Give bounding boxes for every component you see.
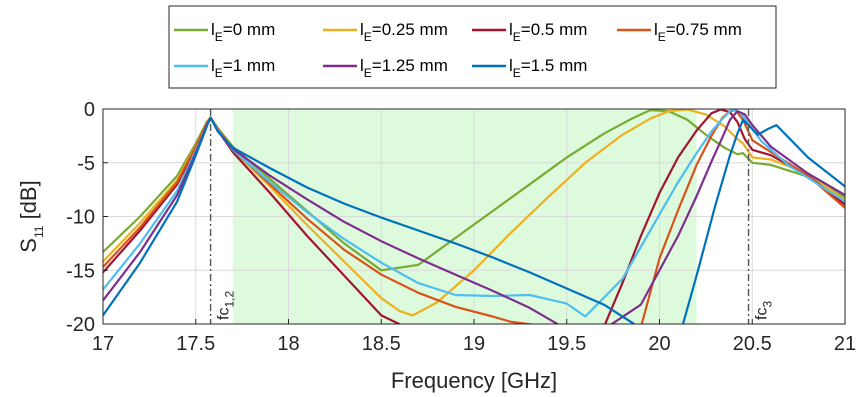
x-tick-label: 19 <box>463 333 485 355</box>
y-axis-label-sub: 11 <box>32 225 46 238</box>
y-tick-label: -5 <box>77 153 95 175</box>
fc-marker-label-main: fc <box>754 308 771 320</box>
legend-label-rest: =0.25 mm <box>372 20 448 39</box>
legend-box <box>168 5 777 89</box>
legend-label-rest: =1.5 mm <box>521 56 588 75</box>
legend-label-main: l <box>509 20 513 39</box>
y-tick-label: -15 <box>66 260 95 282</box>
legend-label-rest: =0.5 mm <box>521 20 588 39</box>
legend: lE=0 mm lE=0.25 mm lE=0.5 mm lE=0.75 mmlE=1… <box>168 5 777 89</box>
y-tick-label: -10 <box>66 207 95 229</box>
y-tick-label: -20 <box>66 314 95 336</box>
fc-marker-label-main: fc <box>216 308 233 320</box>
legend-label-main: l <box>654 20 658 39</box>
legend-label-rest: =0.75 mm <box>666 20 742 39</box>
y-axis-label-unit: [dB] <box>16 180 41 225</box>
x-axis-label: Frequency [GHz] <box>391 368 557 393</box>
x-tick-label: 17 <box>92 333 114 355</box>
series-line-6 <box>103 116 845 324</box>
legend-label: lE=0 mm <box>211 20 275 44</box>
y-axis-label-group: S11 [dB] <box>16 180 46 252</box>
legend-label-main: l <box>211 20 215 39</box>
legend-label-sub: E <box>215 30 223 44</box>
series-lines <box>103 109 845 324</box>
y-axis-label-main: S <box>16 238 41 253</box>
x-tick-label: 20 <box>648 333 670 355</box>
x-tick-label: 21 <box>834 333 856 355</box>
legend-label: lE=1 mm <box>211 56 275 80</box>
legend-label-main: l <box>360 56 364 75</box>
x-tick-labels: 17 17.5 18 18.5 19 19.5 20 20.5 21 <box>92 319 856 355</box>
legend-label-sub: E <box>364 30 372 44</box>
legend-label-main: l <box>509 56 513 75</box>
legend-label-main: l <box>211 56 215 75</box>
legend-label: lE=0.5 mm <box>509 20 587 44</box>
legend-label-sub: E <box>513 66 521 80</box>
x-tick-label: 18.5 <box>362 333 401 355</box>
fc-marker-label-sub: 3 <box>761 301 775 308</box>
legend-label-main: l <box>360 20 364 39</box>
x-tick-label: 17.5 <box>176 333 215 355</box>
legend-label-rest: =1.25 mm <box>372 56 448 75</box>
x-tick-label: 19.5 <box>547 333 586 355</box>
legend-label-rest: =0 mm <box>223 20 275 39</box>
legend-label-rest: =1 mm <box>223 56 275 75</box>
legend-label: lE=1.5 mm <box>509 56 587 80</box>
y-tick-labels: 0 -5 -10 -15 -20 <box>66 99 108 336</box>
legend-label: lE=0.25 mm <box>360 20 448 44</box>
y-axis-label: S11 [dB] <box>16 180 46 252</box>
legend-label: lE=0.75 mm <box>654 20 742 44</box>
legend-label-sub: E <box>658 30 666 44</box>
fc-marker-label: fc3 <box>754 301 775 320</box>
legend-label: lE=1.25 mm <box>360 56 448 80</box>
fc-marker-label: fc1,2 <box>216 291 237 320</box>
legend-label-sub: E <box>215 66 223 80</box>
legend-label-sub: E <box>364 66 372 80</box>
legend-label-sub: E <box>513 30 521 44</box>
fc-marker-label-sub: 1,2 <box>223 291 237 308</box>
x-tick-label: 18 <box>277 333 299 355</box>
x-tick-label: 20.5 <box>733 333 772 355</box>
y-tick-label: 0 <box>84 99 95 121</box>
